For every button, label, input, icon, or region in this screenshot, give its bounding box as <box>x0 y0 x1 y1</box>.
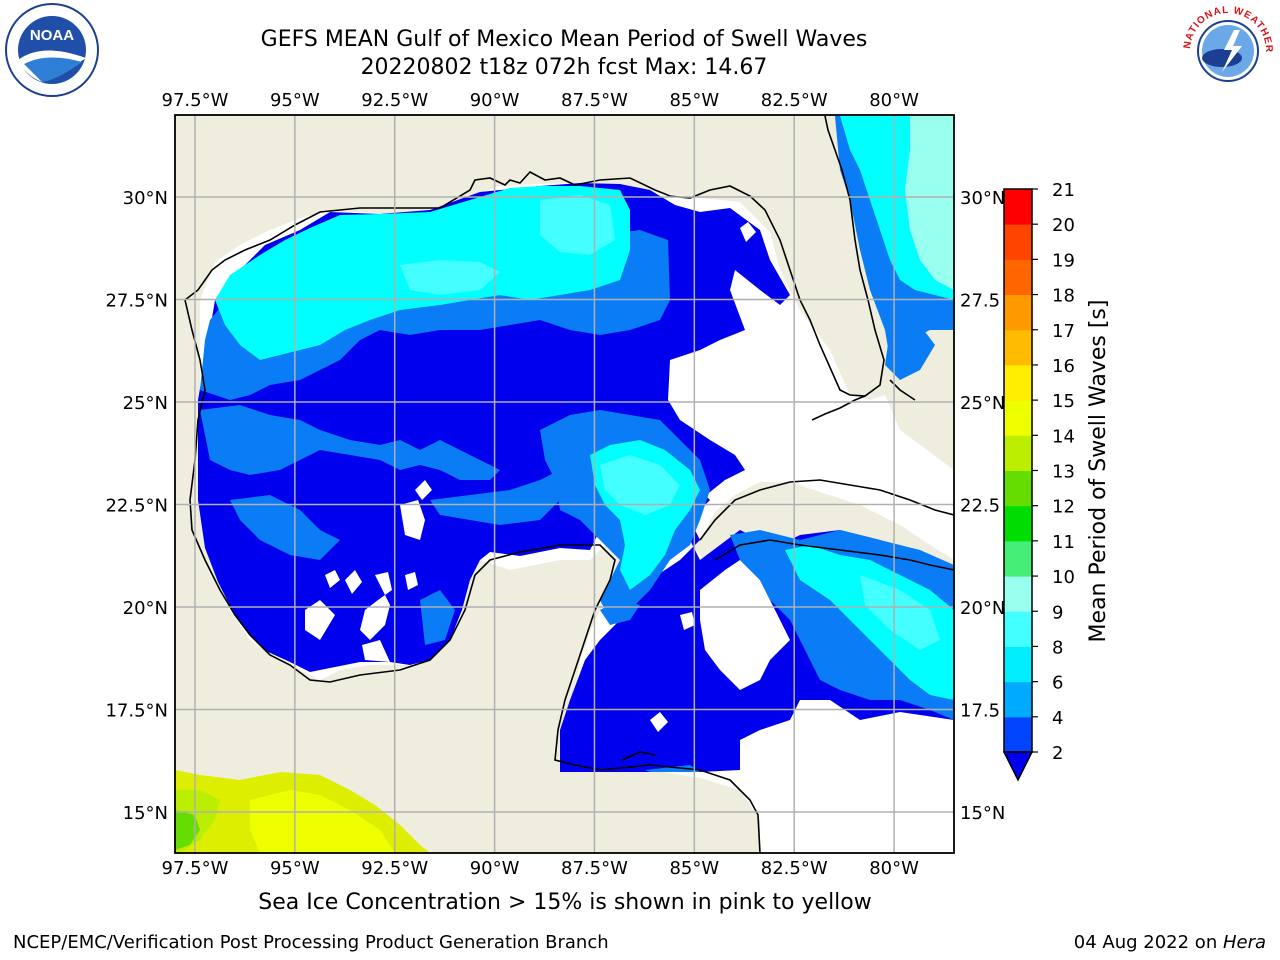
colorbar-under-arrow <box>1002 751 1034 782</box>
noaa-logo-text: NOAA <box>30 27 74 44</box>
map-frame <box>174 114 955 854</box>
lat-tick-label: 30°N <box>123 188 168 209</box>
colorbar-bin <box>1004 540 1032 577</box>
colorbar-tick-label: 10 <box>1052 567 1075 588</box>
coastlines <box>184 115 954 853</box>
lon-tick-label: 97.5°W <box>162 90 229 111</box>
lon-tick-label: 80°W <box>869 858 919 879</box>
colorbar-tick-label: 12 <box>1052 497 1075 518</box>
lat-tick-label: 15°N <box>960 803 1005 824</box>
colorbar-bin <box>1004 224 1032 260</box>
colorbar-tick-label: 9 <box>1052 602 1063 623</box>
nws-logo: NATIONAL WEATHER SERVICE <box>1174 0 1278 102</box>
lat-tick-label: 25°N <box>960 393 1005 414</box>
colorbar-tick-label: 6 <box>1052 673 1063 694</box>
noaa-logo: NOAA <box>2 2 102 102</box>
colorbar-bin <box>1004 364 1032 401</box>
lon-tick-label: 95°W <box>270 858 320 879</box>
colorbar-label: Mean Period of Swell Waves [s] <box>1086 300 1111 643</box>
colorbar-tick-label: 19 <box>1052 250 1075 271</box>
colorbar-bin <box>1004 646 1032 683</box>
colorbar-tick-label: 4 <box>1052 708 1063 729</box>
colorbar-tick-label: 15 <box>1052 391 1075 412</box>
lon-tick-label: 95°W <box>270 90 320 111</box>
colorbar-bin <box>1004 329 1032 366</box>
lon-tick-label: 90°W <box>470 858 520 879</box>
chart-title: GEFS MEAN Gulf of Mexico Mean Period of … <box>260 27 868 52</box>
lat-labels-left: 30°N 27.5°N 25°N 22.5°N 20°N 17.5°N 15°N <box>105 188 168 824</box>
colorbar-tick-label: 13 <box>1052 462 1075 483</box>
lat-tick-label: 27.5 <box>960 291 1000 312</box>
colorbar-bin <box>1004 505 1032 542</box>
colorbar-tick-label: 16 <box>1052 356 1075 377</box>
lat-tick-label: 22.5°N <box>105 496 168 517</box>
colorbar-tick-label: 18 <box>1052 286 1075 307</box>
colorbar-tick-label: 20 <box>1052 215 1075 236</box>
lat-tick-label: 22.5 <box>960 496 1000 517</box>
colorbar: 2 4 6 8 9 10 11 12 13 14 15 16 17 18 19 20 21 <box>1002 180 1075 782</box>
colorbar-tick-label: 17 <box>1052 321 1075 342</box>
lon-labels-bottom: 97.5°W 95°W 92.5°W 90°W 87.5°W 85°W 82.5°W 80°W <box>162 858 920 879</box>
colorbar-bin <box>1004 294 1032 331</box>
footer-credit: NCEP/EMC/Verification Post Processing Pr… <box>13 932 609 953</box>
lat-tick-label: 27.5°N <box>105 291 168 312</box>
colorbar-tick-label: 8 <box>1052 637 1063 658</box>
chart-subtitle: 20220802 t18z 072h fcst Max: 14.67 <box>360 55 768 80</box>
footer-date-text: 04 Aug 2022 on <box>1073 932 1223 953</box>
colorbar-bin <box>1004 400 1032 436</box>
colorbar-bin <box>1004 259 1032 296</box>
colorbar-bin <box>1004 435 1032 471</box>
colorbar-bin <box>1004 576 1032 612</box>
lat-tick-label: 25°N <box>123 393 168 414</box>
colorbar-bin <box>1004 716 1032 753</box>
graticule <box>175 115 954 853</box>
lat-labels-right: 30°N 27.5 25°N 22.5 20°N 17.5 15°N <box>960 188 1005 824</box>
colorbar-tick-label: 14 <box>1052 426 1075 447</box>
lon-tick-label: 82.5°W <box>761 858 828 879</box>
lon-tick-label: 87.5°W <box>561 858 628 879</box>
lon-tick-label: 80°W <box>869 90 919 111</box>
colorbar-tick-label: 2 <box>1052 743 1063 764</box>
lat-tick-label: 17.5°N <box>105 701 168 722</box>
colorbar-bin <box>1004 470 1032 507</box>
footer-date: 04 Aug 2022 on Hera <box>1074 932 1266 953</box>
lat-tick-label: 17.5 <box>960 701 1000 722</box>
colorbar-tick-label: 21 <box>1052 180 1075 201</box>
lat-tick-label: 30°N <box>960 188 1005 209</box>
lon-tick-label: 85°W <box>669 858 719 879</box>
lon-labels-top: 97.5°W 95°W 92.5°W 90°W 87.5°W 85°W 82.5°W 80°W <box>162 90 920 111</box>
colorbar-tick-label: 11 <box>1052 532 1075 553</box>
lon-tick-label: 92.5°W <box>361 90 428 111</box>
colorbar-bin <box>1004 681 1032 718</box>
footer-host: Hera <box>1222 932 1266 953</box>
colorbar-bin <box>1004 189 1032 225</box>
colorbar-bin <box>1004 611 1032 647</box>
lon-tick-label: 85°W <box>669 90 719 111</box>
lon-tick-label: 97.5°W <box>162 858 229 879</box>
lon-tick-label: 90°W <box>470 90 520 111</box>
lat-tick-label: 20°N <box>960 598 1005 619</box>
lon-tick-label: 92.5°W <box>361 858 428 879</box>
lat-tick-label: 20°N <box>123 598 168 619</box>
lon-tick-label: 87.5°W <box>561 90 628 111</box>
lon-tick-label: 82.5°W <box>761 90 828 111</box>
swell-field-8-9s <box>400 195 940 650</box>
sea-ice-note: Sea Ice Concentration > 15% is shown in … <box>258 890 872 915</box>
lat-tick-label: 15°N <box>123 803 168 824</box>
swell-field-9-10s <box>905 116 954 290</box>
